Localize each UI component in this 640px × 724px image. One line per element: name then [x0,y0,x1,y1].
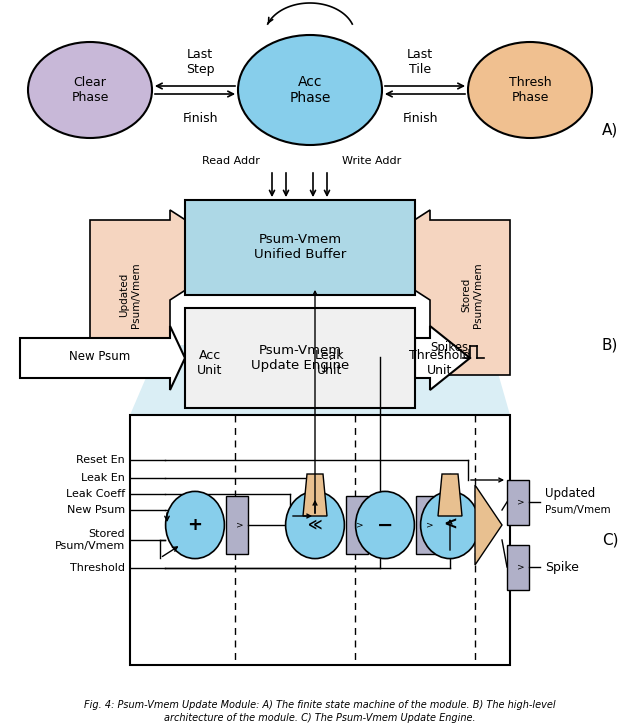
Polygon shape [90,210,240,375]
Ellipse shape [468,42,592,138]
Text: Leak
Unit: Leak Unit [316,349,345,377]
Polygon shape [20,326,185,390]
Text: ≪: ≪ [308,518,323,532]
Text: Leak Coeff: Leak Coeff [66,489,125,499]
Ellipse shape [285,492,344,559]
Text: Leak En: Leak En [81,473,125,483]
Ellipse shape [420,492,479,559]
Text: >: > [237,521,244,529]
Text: Psum-Vmem
Unified Buffer: Psum-Vmem Unified Buffer [254,233,346,261]
FancyBboxPatch shape [416,496,438,554]
FancyBboxPatch shape [507,545,529,590]
Polygon shape [415,326,470,390]
Text: Threshold
Unit: Threshold Unit [409,349,471,377]
Text: Acc
Phase: Acc Phase [289,75,331,105]
Text: architecture of the module. C) The Psum-Vmem Update Engine.: architecture of the module. C) The Psum-… [164,713,476,723]
Text: >: > [356,521,364,529]
Text: Clear
Phase: Clear Phase [71,76,109,104]
Text: −: − [377,515,393,534]
Text: >: > [518,563,525,571]
Text: >: > [518,497,525,507]
Text: Last
Tile: Last Tile [407,48,433,76]
Text: Last
Step: Last Step [186,48,214,76]
Text: >: > [426,521,434,529]
Text: Reset En: Reset En [76,455,125,465]
Text: Thresh
Phase: Thresh Phase [509,76,551,104]
Polygon shape [130,345,510,415]
FancyBboxPatch shape [185,308,415,408]
Text: New Psum: New Psum [67,505,125,515]
Polygon shape [303,474,327,516]
FancyBboxPatch shape [507,480,529,525]
Polygon shape [438,474,462,516]
Polygon shape [475,485,502,565]
Ellipse shape [356,492,415,559]
Text: B): B) [602,337,618,353]
Polygon shape [360,210,510,375]
FancyBboxPatch shape [226,496,248,554]
Text: Updated: Updated [545,487,595,500]
Text: Finish: Finish [403,111,438,125]
FancyBboxPatch shape [130,415,510,665]
Text: Spike: Spike [545,560,579,573]
Text: New Psum: New Psum [69,350,131,363]
Text: Finish: Finish [182,111,218,125]
Text: Psum/Vmem: Psum/Vmem [545,505,611,515]
Text: Threshold: Threshold [70,563,125,573]
Text: Stored
Psum/Vmem: Stored Psum/Vmem [461,262,483,328]
Text: Spikes: Spikes [430,342,468,355]
Text: A): A) [602,122,618,138]
FancyBboxPatch shape [346,496,368,554]
Ellipse shape [28,42,152,138]
Text: +: + [188,516,202,534]
FancyBboxPatch shape [185,200,415,295]
Text: Write Addr: Write Addr [342,156,401,166]
Text: Read Addr: Read Addr [202,156,260,166]
Text: Fig. 4: Psum-Vmem Update Module: A) The finite state machine of the module. B) T: Fig. 4: Psum-Vmem Update Module: A) The … [84,700,556,710]
Text: Updated
Psum/Vmem: Updated Psum/Vmem [119,262,141,328]
Text: <: < [443,516,457,534]
Ellipse shape [166,492,225,559]
Text: C): C) [602,532,618,547]
Text: Acc
Unit: Acc Unit [197,349,223,377]
Text: Psum-Vmem
Update Engine: Psum-Vmem Update Engine [251,344,349,372]
Text: Stored
Psum/Vmem: Stored Psum/Vmem [55,529,125,551]
Ellipse shape [238,35,382,145]
